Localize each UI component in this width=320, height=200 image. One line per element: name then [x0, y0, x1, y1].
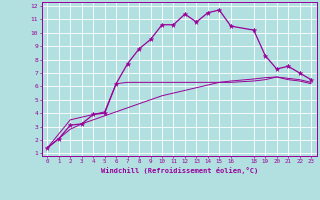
- X-axis label: Windchill (Refroidissement éolien,°C): Windchill (Refroidissement éolien,°C): [100, 167, 258, 174]
